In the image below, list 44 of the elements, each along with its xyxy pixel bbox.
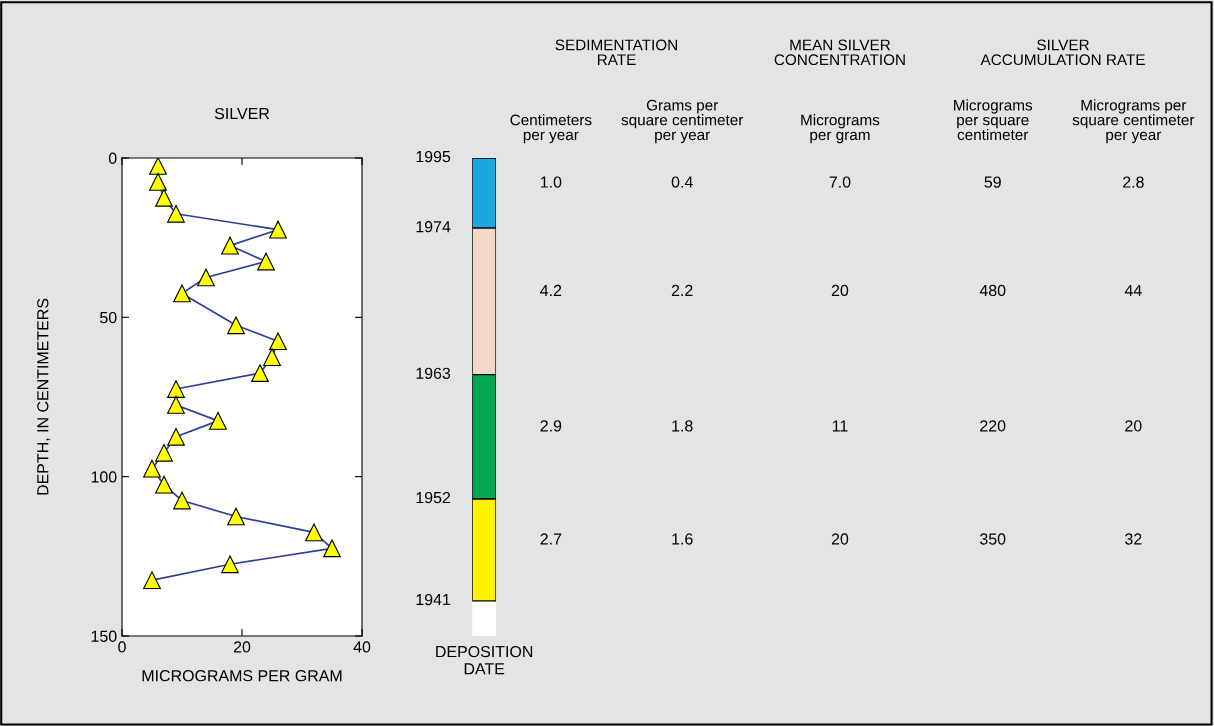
category-label: Grams per square centimeter per year <box>621 99 744 144</box>
text: 1963 <box>416 367 451 379</box>
text: 4.2 <box>540 284 562 296</box>
text: SILVER ACCUMULATION RATE <box>980 39 1145 66</box>
y-tick-label: 100 <box>91 471 117 483</box>
text: 1974 <box>416 221 451 233</box>
text: 1995 <box>416 150 451 163</box>
text: 59 <box>984 176 1001 188</box>
x-tick-label: 0 <box>118 641 126 653</box>
text: 11 <box>832 420 848 432</box>
text: 44 <box>1124 284 1142 296</box>
x-tick-label: 20 <box>233 641 251 653</box>
y-tick-label: 50 <box>100 311 117 324</box>
text: 20 <box>831 284 849 297</box>
text: 2.7 <box>540 533 562 545</box>
text: 2.8 <box>1123 176 1144 188</box>
text: 1941 <box>416 593 451 606</box>
text: SEDIMENTATION RATE <box>555 39 677 65</box>
text: 2.2 <box>671 284 693 296</box>
text: 20 <box>1125 420 1142 432</box>
text: 32 <box>1125 533 1142 545</box>
text: 1.6 <box>672 533 693 545</box>
text: 20 <box>831 533 849 545</box>
text: 480 <box>979 284 1006 297</box>
text: 1.0 <box>540 176 562 188</box>
x-tick-label: 40 <box>353 641 371 653</box>
x-axis-title: MICROGRAMS PER GRAM <box>142 670 342 682</box>
text: 1.8 <box>672 420 693 432</box>
text: 2.9 <box>540 420 562 432</box>
y-tick-label: 0 <box>108 152 117 164</box>
text: 350 <box>980 533 1006 545</box>
text: 7.0 <box>829 176 851 188</box>
y-tick-label: 150 <box>91 630 117 642</box>
category-label: Micrograms per square centimeter per year <box>1072 99 1195 144</box>
category-label: Micrograms per square centimeter <box>954 99 1033 141</box>
text: 220 <box>980 420 1006 432</box>
category-label: Micrograms per gram <box>801 114 880 144</box>
text: 0.4 <box>671 176 693 188</box>
x-axis-title: DEPOSITION DATE <box>436 645 533 675</box>
category-label: Centimeters per year <box>510 114 592 144</box>
chart-title: SILVER <box>214 107 270 120</box>
text: MEAN SILVER CONCENTRATION <box>774 39 905 66</box>
y-axis-title: DEPTH, IN CENTIMETERS <box>37 298 51 495</box>
text: 1952 <box>416 491 451 504</box>
